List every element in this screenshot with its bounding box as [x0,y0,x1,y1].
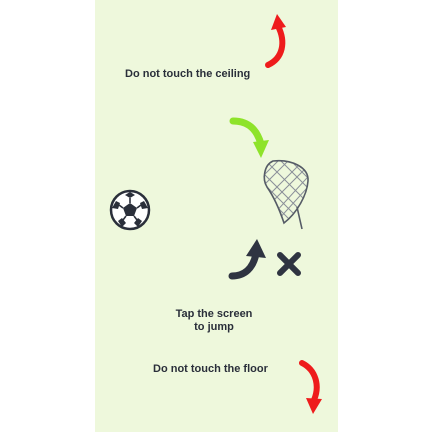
curved-arrow-down-right-icon [229,117,269,158]
goal-net-icon [263,159,309,230]
tap-hint-line-2: to jump [194,321,234,333]
curved-arrow-up-right-icon [228,239,266,280]
tap-hint-line-1: Tap the screen [175,308,253,320]
curved-arrow-down-icon [299,360,322,414]
ceiling-warning-text: Do not touch the ceiling [125,68,251,80]
tap-to-jump-hint: Tap the screen to jump [159,308,269,334]
floor-warning-text: Do not touch the floor [153,363,268,375]
game-panel[interactable]: Do not touch the ceiling [95,0,338,432]
soccer-ball-icon[interactable] [108,188,152,232]
curved-arrow-up-icon [265,14,286,68]
x-mark-icon [277,252,301,276]
